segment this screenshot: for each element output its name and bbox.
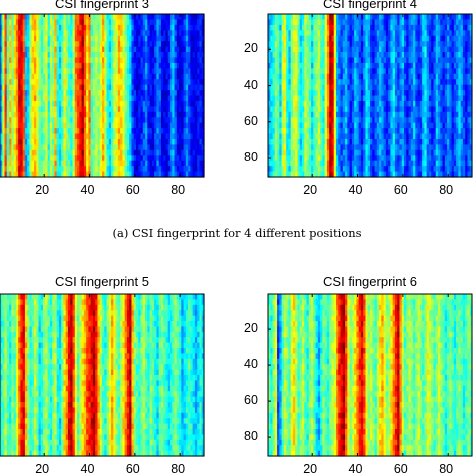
heatmap-csi-fingerprint-3 [0, 14, 206, 177]
x-tick-label: 40 [81, 183, 95, 197]
x-tick-label: 80 [171, 183, 185, 197]
heatmap-csi-fingerprint-4 [268, 14, 473, 177]
panel-4-title: CSI fingerprint 4 [268, 0, 472, 11]
x-tick-label: 20 [35, 183, 49, 197]
x-tick-label: 60 [126, 183, 140, 197]
panel-3-title: CSI fingerprint 3 [0, 0, 204, 11]
